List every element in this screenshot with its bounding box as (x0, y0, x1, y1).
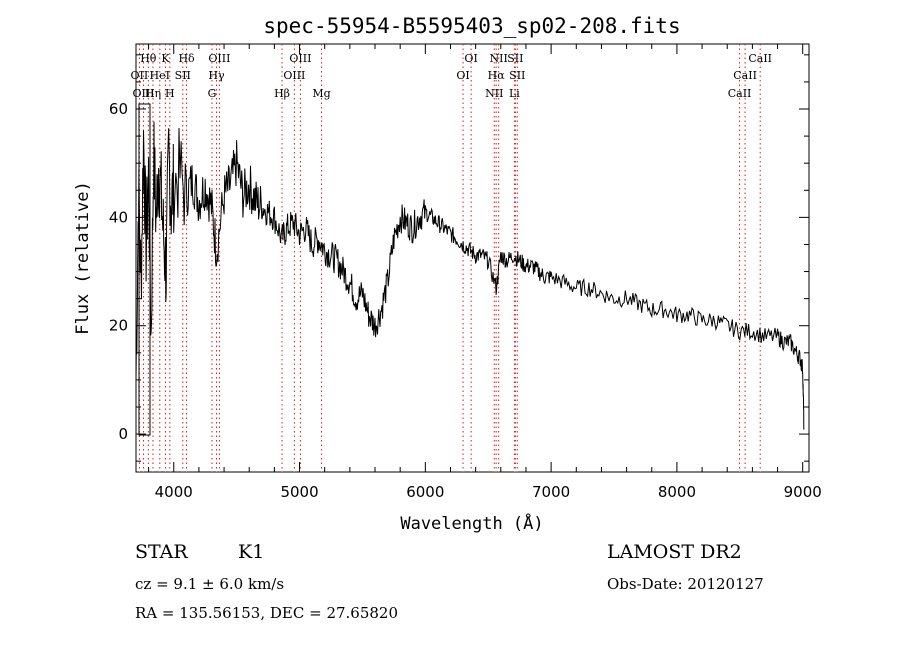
x-tick-label: 8000 (658, 483, 696, 501)
sky-coordinates: RA = 135.56153, DEC = 27.65820 (135, 604, 399, 622)
line-marker-label: SII (507, 52, 523, 65)
y-tick-label: 0 (118, 425, 128, 443)
line-marker-label: Hη (145, 87, 161, 100)
line-marker-label: NII (490, 52, 508, 65)
line-marker-label: Hβ (274, 87, 290, 100)
y-tick-label: 20 (109, 317, 128, 335)
line-marker-label: OIII (283, 69, 305, 82)
line-marker-label: SII (175, 69, 191, 82)
line-marker-label: Hθ (140, 52, 157, 65)
line-marker-label: CaII (748, 52, 772, 65)
object-class: STAR (135, 541, 188, 563)
line-marker-label: K (161, 52, 170, 65)
line-marker-label: CaII (733, 69, 757, 82)
line-marker-label: NII (485, 87, 503, 100)
line-marker-label: OIII (289, 52, 311, 65)
line-marker-label: Mg (312, 87, 330, 100)
y-axis-label: Flux (relative) (73, 181, 93, 335)
y-tick-label: 60 (109, 100, 128, 118)
line-marker-label: Hγ (208, 69, 225, 82)
x-tick-label: 9000 (784, 483, 822, 501)
survey-name: LAMOST DR2 (607, 541, 742, 563)
x-tick-label: 6000 (406, 483, 444, 501)
blue-end-box (138, 103, 151, 436)
y-axis-ticks: 0 20 40 60 (109, 54, 809, 462)
line-marker-label: Hα (488, 69, 506, 82)
line-marker-label: Hδ (178, 52, 195, 65)
chart-title: spec-55954-B5595403_sp02-208.fits (263, 14, 680, 38)
line-marker-label: OIII (208, 52, 230, 65)
line-marker-label: SII (509, 69, 525, 82)
x-tick-label: 5000 (280, 483, 318, 501)
x-tick-label: 4000 (155, 483, 193, 501)
spectrum-series-line (135, 121, 805, 430)
line-marker-label: OI (464, 52, 477, 65)
line-marker-label: Li (509, 87, 520, 100)
line-marker-label: OII (131, 69, 149, 82)
observation-date: Obs-Date: 20120127 (607, 575, 764, 593)
plot-frame (135, 43, 810, 473)
line-marker-label: H (165, 87, 175, 100)
redshift-cz: cz = 9.1 ± 6.0 km/s (135, 575, 285, 593)
line-marker-label: OIII (133, 87, 155, 100)
x-tick-label: 7000 (532, 483, 570, 501)
line-marker-label: G (208, 87, 217, 100)
line-marker-label: OI (456, 69, 469, 82)
line-marker-label: HeI (150, 69, 170, 82)
y-tick-label: 40 (109, 208, 128, 226)
spectral-line-markers (138, 44, 761, 472)
x-axis-ticks: 4000 5000 6000 7000 8000 9000 (148, 44, 822, 501)
line-marker-label: CaII (728, 87, 752, 100)
x-axis-label: Wavelength (Å) (400, 512, 543, 534)
object-subclass: K1 (238, 541, 265, 563)
